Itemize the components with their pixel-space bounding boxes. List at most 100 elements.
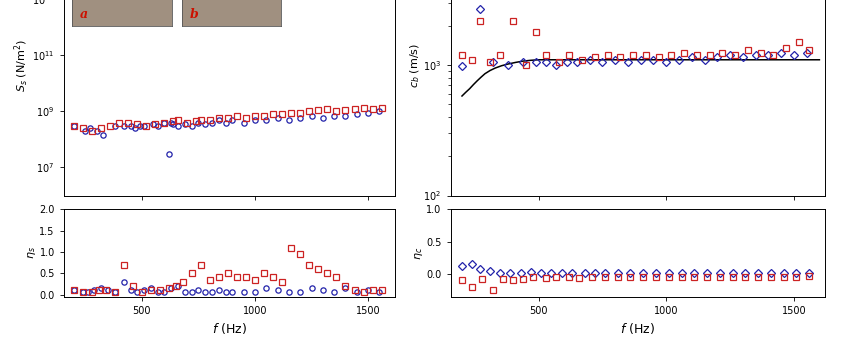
- Type a: [261, 118, 271, 122]
- Type b: [756, 50, 766, 55]
- X-axis label: $f$ (Hz): $f$ (Hz): [620, 321, 655, 336]
- Type b: [730, 53, 740, 57]
- Type b: [332, 109, 342, 114]
- Type a: [802, 50, 812, 55]
- Type b: [705, 53, 715, 57]
- Type a: [295, 116, 305, 120]
- Type a: [148, 122, 158, 126]
- Type b: [367, 107, 377, 111]
- Type b: [457, 53, 468, 57]
- Y-axis label: $\eta_c$: $\eta_c$: [413, 246, 425, 260]
- Type a: [250, 118, 260, 122]
- Type b: [114, 120, 124, 125]
- Type b: [259, 114, 269, 118]
- Type a: [152, 124, 162, 128]
- Type a: [552, 63, 562, 67]
- Type b: [286, 111, 297, 115]
- Type a: [488, 60, 498, 64]
- Type a: [712, 55, 722, 59]
- Type a: [85, 126, 95, 130]
- Type a: [69, 124, 79, 128]
- Line: Type b: Type b: [71, 106, 384, 134]
- Text: a: a: [80, 8, 88, 21]
- Type a: [751, 53, 761, 57]
- Type a: [159, 120, 169, 125]
- Type b: [521, 63, 531, 67]
- Type b: [628, 53, 638, 57]
- Type b: [232, 114, 242, 118]
- Type a: [179, 122, 190, 126]
- Type b: [69, 124, 79, 128]
- Type a: [193, 120, 203, 125]
- Type b: [150, 122, 161, 126]
- Type b: [564, 53, 575, 57]
- Type b: [743, 48, 753, 52]
- Type b: [768, 53, 779, 57]
- Type a: [139, 124, 150, 128]
- Type b: [717, 50, 728, 55]
- Type b: [485, 60, 496, 64]
- Y-axis label: $c_b$ (m/s): $c_b$ (m/s): [408, 43, 422, 88]
- Type b: [159, 120, 169, 125]
- Type a: [475, 7, 485, 11]
- Type b: [654, 55, 664, 59]
- Type a: [110, 124, 120, 128]
- Type b: [268, 112, 278, 116]
- Type a: [661, 60, 672, 64]
- Type a: [186, 124, 196, 128]
- Type b: [590, 55, 600, 59]
- Type a: [623, 60, 633, 64]
- Type b: [692, 53, 702, 57]
- Type b: [191, 119, 201, 123]
- Type a: [173, 124, 183, 128]
- Y-axis label: $S_s$ (N/m$^2$): $S_s$ (N/m$^2$): [13, 39, 31, 92]
- Type b: [349, 107, 360, 111]
- Type b: [804, 48, 814, 52]
- Type b: [794, 40, 804, 44]
- Type a: [687, 55, 697, 59]
- Type b: [322, 107, 332, 111]
- Type a: [374, 109, 384, 114]
- Type b: [641, 53, 651, 57]
- Type a: [531, 60, 541, 64]
- Type a: [352, 112, 362, 116]
- Type b: [679, 50, 689, 55]
- Type b: [78, 126, 88, 130]
- Type a: [503, 63, 513, 67]
- Type a: [168, 122, 178, 126]
- Type a: [636, 58, 646, 62]
- Type b: [277, 112, 287, 116]
- Type a: [329, 114, 339, 118]
- Type b: [213, 116, 224, 120]
- Type a: [340, 114, 350, 118]
- Type a: [119, 124, 129, 128]
- Type a: [763, 53, 774, 57]
- Type b: [313, 108, 323, 112]
- Type a: [789, 53, 799, 57]
- Type b: [496, 53, 506, 57]
- Type a: [166, 120, 176, 125]
- Type b: [133, 122, 143, 126]
- Type a: [457, 64, 468, 68]
- Type a: [541, 60, 552, 64]
- Type b: [105, 124, 116, 128]
- Type b: [541, 53, 552, 57]
- Type a: [307, 114, 317, 118]
- Type a: [610, 58, 620, 62]
- Type b: [241, 116, 251, 120]
- Type a: [674, 58, 684, 62]
- Type a: [598, 60, 608, 64]
- Type b: [205, 118, 215, 122]
- Type a: [363, 111, 373, 115]
- Type b: [475, 19, 485, 23]
- Type a: [649, 58, 659, 62]
- Text: b: b: [190, 8, 198, 21]
- Line: Type a: Type a: [71, 109, 382, 137]
- Type b: [781, 46, 791, 50]
- Type b: [250, 114, 260, 118]
- Type a: [134, 124, 145, 128]
- Type b: [577, 58, 587, 62]
- Type a: [92, 129, 102, 133]
- Line: Type a: Type a: [459, 6, 809, 69]
- Type a: [738, 55, 748, 59]
